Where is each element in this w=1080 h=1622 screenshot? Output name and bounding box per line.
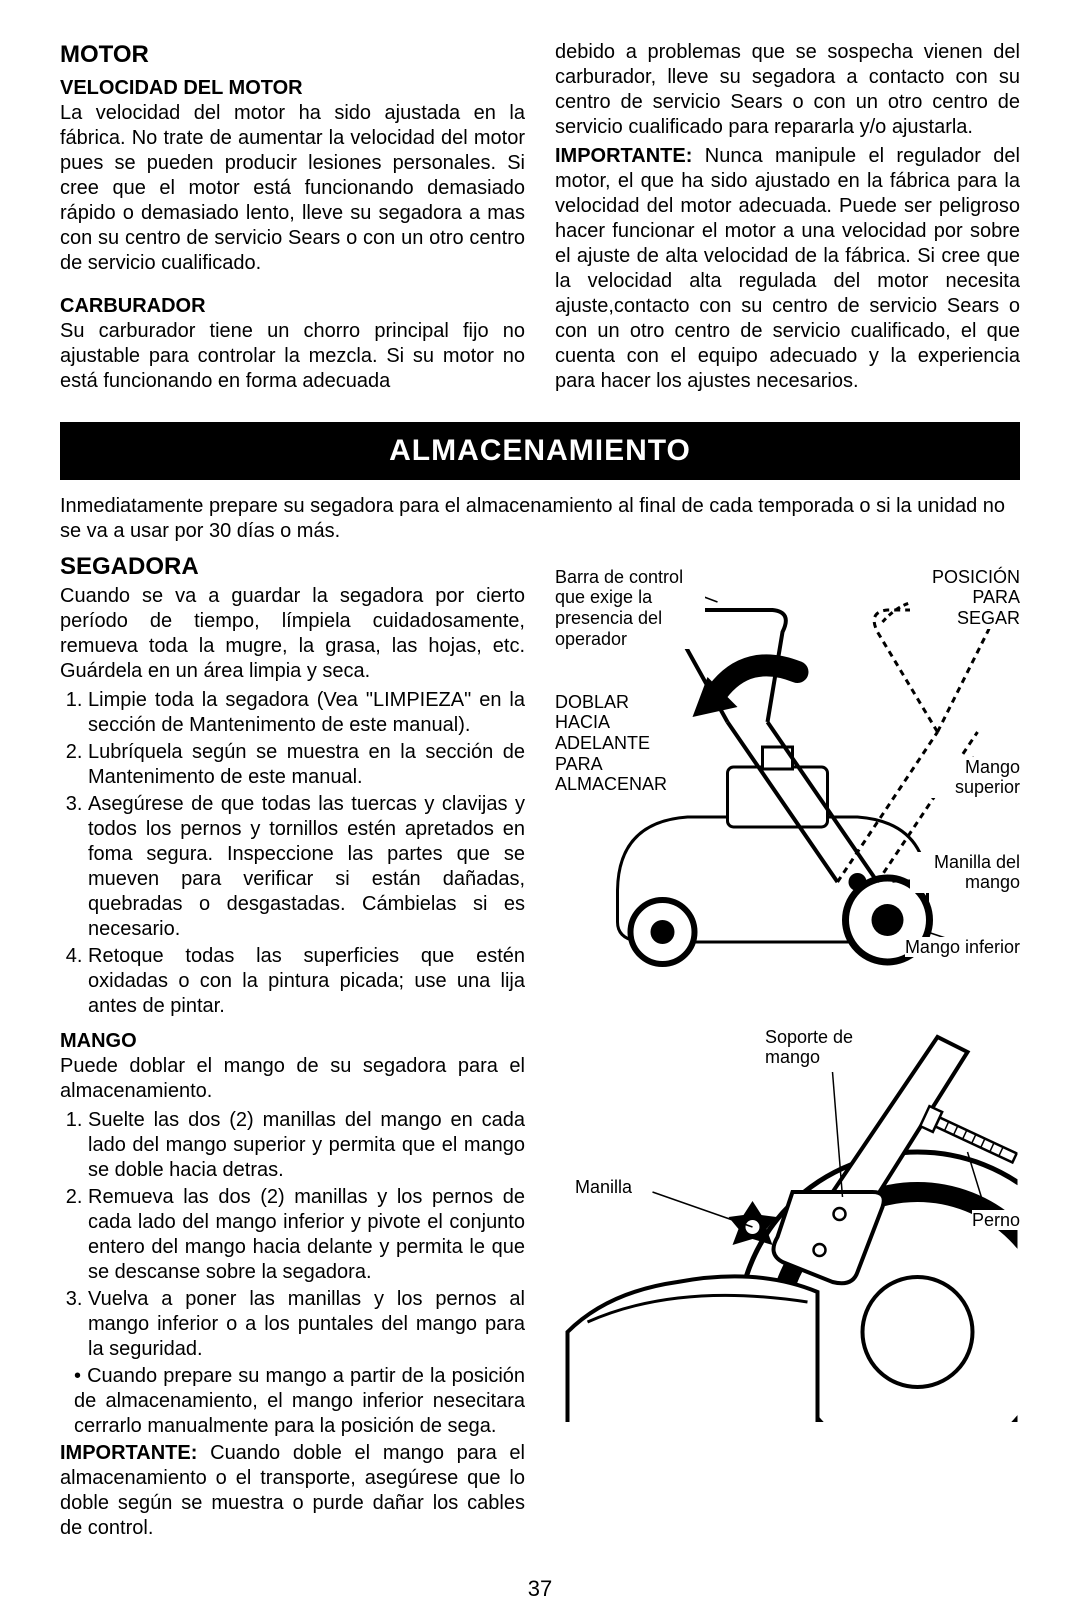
segadora-heading: SEGADORA bbox=[60, 552, 525, 582]
lower-section: SEGADORA Cuando se va a guardar la segad… bbox=[60, 552, 1020, 1545]
diagram-label-barra: Barra de control que exige la presencia … bbox=[555, 567, 705, 650]
diagram2-label-manilla: Manilla bbox=[575, 1177, 632, 1198]
carburador-text: Su carburador tiene un chorro principal … bbox=[60, 319, 525, 394]
diagram-label-posicion: POSICIÓN PARA SEGAR bbox=[910, 567, 1020, 629]
page-number: 37 bbox=[60, 1575, 1020, 1603]
mango-importante-label: IMPORTANTE: bbox=[60, 1442, 197, 1464]
segadora-step: Asegúrese de que todas las tuercas y cla… bbox=[88, 792, 525, 942]
velocidad-title: VELOCIDAD DEL MOTOR bbox=[60, 76, 525, 101]
motor-section: MOTOR VELOCIDAD DEL MOTOR La velocidad d… bbox=[60, 40, 1020, 398]
carburador-title: CARBURADOR bbox=[60, 294, 525, 319]
almacenamiento-intro: Inmediatamente prepare su segadora para … bbox=[60, 494, 1020, 544]
mango-step: Suelte las dos (2) manillas del mango en… bbox=[88, 1108, 525, 1183]
motor-right-column: debido a problemas que se sospecha viene… bbox=[555, 40, 1020, 398]
bracket-diagram: Soporte de mango Manilla Perno bbox=[555, 992, 1020, 1422]
almacenamiento-banner: ALMACENAMIENTO bbox=[60, 422, 1020, 480]
mango-intro: Puede doblar el mango de su segadora par… bbox=[60, 1054, 525, 1104]
mango-bullet: Cuando prepare su mango a partir de la p… bbox=[74, 1364, 525, 1439]
segadora-steps: Limpie toda la segadora (Vea "LIMPIEZA" … bbox=[60, 688, 525, 1019]
diagram2-label-soporte: Soporte de mango bbox=[765, 1027, 865, 1068]
diagram-label-manilla-mango: Manilla del mango bbox=[910, 852, 1020, 893]
segadora-intro: Cuando se va a guardar la segadora por c… bbox=[60, 584, 525, 684]
lower-right-column: Barra de control que exige la presencia … bbox=[555, 552, 1020, 1545]
mango-importante: IMPORTANTE: Cuando doble el mango para e… bbox=[60, 1441, 525, 1541]
mango-steps: Suelte las dos (2) manillas del mango en… bbox=[60, 1108, 525, 1362]
mango-title: MANGO bbox=[60, 1029, 525, 1054]
segadora-step: Retoque todas las superficies que estén … bbox=[88, 944, 525, 1019]
importante-text: Nunca manipule el regulador del motor, e… bbox=[555, 145, 1020, 392]
motor-heading: MOTOR bbox=[60, 40, 525, 70]
mango-step: Vuelva a poner las manillas y los pernos… bbox=[88, 1287, 525, 1362]
diagram-label-doblar: DOBLAR HACIA ADELANTE PARA ALMACENAR bbox=[555, 692, 685, 795]
mango-bullet-list: Cuando prepare su mango a partir de la p… bbox=[60, 1364, 525, 1439]
motor-right-text1: debido a problemas que se sospecha viene… bbox=[555, 40, 1020, 140]
motor-importante: IMPORTANTE: Nunca manipule el regulador … bbox=[555, 144, 1020, 394]
importante-label: IMPORTANTE: bbox=[555, 145, 692, 167]
mango-step: Remueva las dos (2) manillas y los perno… bbox=[88, 1185, 525, 1285]
motor-left-column: MOTOR VELOCIDAD DEL MOTOR La velocidad d… bbox=[60, 40, 525, 398]
lower-left-column: SEGADORA Cuando se va a guardar la segad… bbox=[60, 552, 525, 1545]
mower-diagram: Barra de control que exige la presencia … bbox=[555, 562, 1020, 992]
velocidad-text: La velocidad del motor ha sido ajustada … bbox=[60, 101, 525, 276]
diagram-label-mango-superior: Mango superior bbox=[930, 757, 1020, 798]
segadora-step: Lubríquela según se muestra en la secció… bbox=[88, 740, 525, 790]
diagram-label-mango-inferior: Mango inferior bbox=[905, 937, 1020, 958]
segadora-step: Limpie toda la segadora (Vea "LIMPIEZA" … bbox=[88, 688, 525, 738]
diagram2-label-perno: Perno bbox=[972, 1210, 1020, 1231]
